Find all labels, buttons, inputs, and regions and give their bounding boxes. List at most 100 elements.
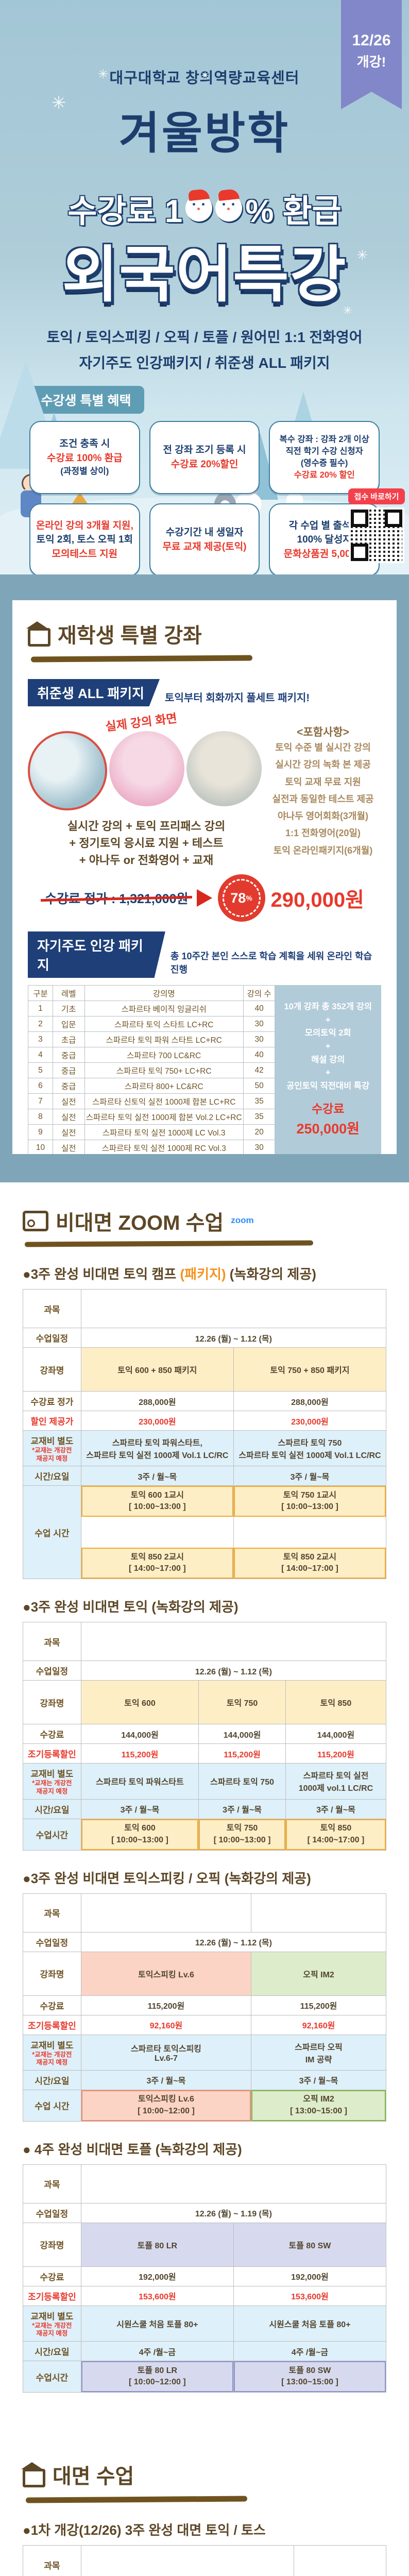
- hero-section: ✳ ✳ ✳ ✳ ✳ 12/26 개강! 대구대학교 창의역량교육센터 겨울방학 …: [0, 0, 409, 574]
- table-cell: 230,000원: [233, 1411, 387, 1431]
- table-cell: 토익 750 1교시 [ 10:00~13:00 ] 토익 850 2교시 [ 1…: [233, 1485, 387, 1580]
- table-cell: 153,600원: [80, 2285, 234, 2306]
- table-cell: 교재비 별도 *교재는 개강전 재공지 예정: [23, 1763, 81, 1800]
- table-cell: 토익스피킹 Lv.6 [ 10:00~12:00 ]: [80, 2089, 252, 2122]
- online-zoom-section: 비대면 ZOOM 수업 zoom ●3주 완성 비대면 토익 캠프 (패키지) …: [0, 1182, 409, 2576]
- table-cell: 교재비 별도 *교재는 개강전 재공지 예정: [23, 1430, 81, 1467]
- table-cell: 중급: [52, 1047, 85, 1063]
- zoom-logo: zoom: [231, 1215, 254, 1226]
- table-cell: 35: [243, 1109, 276, 1125]
- table-cell: 토익 850: [285, 1680, 387, 1725]
- lecture-photos: 실제 강의 화면 실시간 강의 + 토익 프리패스 강의 + 정기토익 응시료 지…: [28, 711, 265, 869]
- table-cell: 시원스쿨 처음 토플 80+: [80, 2305, 234, 2342]
- table-cell: 토플 80 LR [ 10:00~12:00 ]: [80, 2361, 234, 2393]
- table-cell: TOEIC Speaking: [80, 1893, 252, 1933]
- table-cell: 144,000원: [285, 1724, 387, 1744]
- text-line: 무료 교재 제공(토익): [162, 541, 247, 552]
- table-cell: 스파르타 토익 파워스타트: [80, 1763, 199, 1800]
- text-line: 복수 강좌 : 강좌 2개 이상: [279, 434, 369, 444]
- text-line: 각 수업 별 출석률: [288, 520, 360, 531]
- table-cell: 30: [243, 1031, 276, 1047]
- table-cell: 중급: [52, 1062, 85, 1078]
- table-cell: 과목: [23, 1893, 81, 1933]
- santa-zero-icon: [215, 195, 243, 222]
- speaking-opic-heading: ●3주 완성 비대면 토익스피킹 / 오픽 (녹화강의 제공): [23, 1870, 311, 1886]
- text-line: 토익 교재 무료 지원: [285, 776, 361, 787]
- arrow-right-icon: [196, 889, 212, 907]
- ribbon-date: 12/26: [352, 32, 391, 49]
- table-cell: 구분: [28, 985, 53, 1001]
- table-cell: 초급: [52, 1031, 85, 1047]
- snowflake-icon: ✳: [52, 93, 66, 113]
- schedule-slot: 토플 80 LR [ 10:00~12:00 ]: [81, 2361, 233, 2392]
- text-line: (영수증 필수): [300, 459, 348, 468]
- hero-season-title: 겨울방학: [118, 109, 291, 158]
- opening-date-ribbon: 12/26 개강!: [341, 0, 402, 109]
- table-cell: 10개 강좌 총 352개 강의 + 모의토익 2회 + 해설 강의 + 공인토…: [275, 985, 381, 1154]
- poster-main-title: 외국어특강: [62, 241, 347, 309]
- table-cell: 스파르타 토익 파워스타트, 스파르타 토익 실전 1000제 Vol.1 LC…: [80, 1430, 234, 1467]
- section1-title: 재학생 특별 강좌: [58, 624, 202, 647]
- schedule-slot: [233, 1517, 386, 1548]
- table-cell: 강좌명: [23, 2222, 81, 2267]
- sidebar-text: 수강료: [311, 1102, 345, 1116]
- table-cell: 수업일정: [23, 1931, 81, 1952]
- table-cell: 12.26 (월) ~ 1.12 (목): [80, 1931, 387, 1952]
- card1-zone: 재학생 특별 강좌 취준생 ALL 패키지 토익부터 회화까지 풀세트 패키지!…: [0, 574, 409, 1182]
- refund-suffix: % 환급: [245, 194, 342, 229]
- table-cell: 144,000원: [80, 1724, 199, 1744]
- table-cell: 실전: [52, 1124, 85, 1140]
- table-cell: 강의명: [84, 985, 244, 1001]
- included-title: <포함사항>: [297, 726, 349, 738]
- included-list: 토익 수준 별 실시간 강의 실시간 강의 녹화 본 제공 토익 교재 무료 지원 실…: [265, 739, 381, 859]
- house-icon: [26, 621, 50, 647]
- zoom-wordmark: zoom: [231, 1215, 254, 1225]
- table-cell: 5: [28, 1062, 53, 1078]
- table-cell: 오픽 IM2 [ 13:00~15:00 ]: [251, 2089, 386, 2122]
- table-cell: 교재비 별도 *교재는 개강전 재공지 예정: [23, 2305, 81, 2342]
- table-cell: 스파르타 토익 실전 1000제 합본 Vol.2 LC+RC: [84, 1109, 244, 1125]
- table-cell: 과목: [23, 2545, 81, 2576]
- table-cell: 1: [28, 1001, 53, 1016]
- table-cell: 192,000원: [80, 2266, 234, 2286]
- table-cell: 스파르타 800+ LC&RC: [84, 1078, 244, 1094]
- schedule-slot: 토익 850 [ 14:00~17:00 ]: [285, 1819, 386, 1850]
- table-cell: 레벨: [52, 985, 85, 1001]
- text-line: 1:1 전화영어(20일): [285, 828, 361, 839]
- table-cell: 과목: [23, 1289, 81, 1328]
- sidebar-text: 10개 강좌 총 352개 강의 + 모의토익 2회 + 해설 강의 + 공인토…: [284, 1002, 372, 1091]
- schedule-slot: 토익 600 [ 10:00~13:00 ]: [81, 1819, 199, 1850]
- text-line: 실전과 동일한 테스트 제공: [272, 793, 374, 804]
- selfstudy-course-table: 구분 레벨 강의명 강의 수 10개 강좌 총 352개 강의 + 모의토익 2회 + …: [28, 985, 381, 1154]
- text-line: 직전 학기 수강 신청자: [285, 446, 363, 456]
- table-cell: 30: [243, 1016, 276, 1032]
- text-line: 문화상품권 5,000원: [283, 548, 365, 560]
- text-line: 수강기간 내 생일자: [165, 527, 244, 538]
- table-cell: 토플 80 LR: [80, 2222, 234, 2267]
- table-cell: 스파르타 700 LC&RC: [84, 1047, 244, 1063]
- enrolled-student-special-section: 재학생 특별 강좌 취준생 ALL 패키지 토익부터 회화까지 풀세트 패키지!…: [12, 600, 397, 1154]
- original-price-strikethrough: 수강료 정가 : 1,321,000원: [45, 889, 188, 907]
- table-cell: OPIc: [251, 1893, 386, 1933]
- table-cell: 시간/요일: [23, 1799, 81, 1819]
- text-line: 온라인 강의 3개월 지원,: [36, 520, 133, 531]
- table-cell: 92,160원: [251, 2014, 386, 2035]
- text-line: 조건 충족 시: [59, 438, 110, 450]
- table-cell: 35: [243, 1093, 276, 1109]
- registration-qr-code: [349, 507, 404, 563]
- table-cell: TOEIC 패키지: [80, 1289, 387, 1328]
- benefit-card: 온라인 강의 3개월 지원, 토익 2회, 토스 오픽 1회 모의테스트 지원: [29, 503, 140, 574]
- table-cell: 3주 / 월~목: [233, 1466, 387, 1486]
- brush-underline: [24, 1240, 314, 1247]
- table-cell: 3주 / 월~목: [285, 1799, 387, 1819]
- table-cell: 3주 / 월~목: [80, 1466, 234, 1486]
- house-icon: [21, 2462, 45, 2487]
- table-cell: 스파르타 토익 실전 1000제 vol.1 LC/RC: [285, 1763, 387, 1800]
- toefl-table: 과목 TOEFL 수업일정 12.26 (월) ~ 1.19 (목) 강좌명 토플 80 …: [23, 2164, 387, 2393]
- bundle-description: 실시간 강의 + 토익 프리패스 강의 + 정기토익 응시료 지원 + 테스트 + …: [28, 818, 265, 869]
- table-cell: 4주 /월~금: [80, 2341, 234, 2361]
- table-cell: 40: [243, 1047, 276, 1063]
- text-line: 수강료 100% 환급: [47, 452, 123, 464]
- table-cell: 수업일정: [23, 2202, 81, 2223]
- schedule-slot: 토익스피킹 Lv.6 [ 10:00~12:00 ]: [81, 2090, 251, 2121]
